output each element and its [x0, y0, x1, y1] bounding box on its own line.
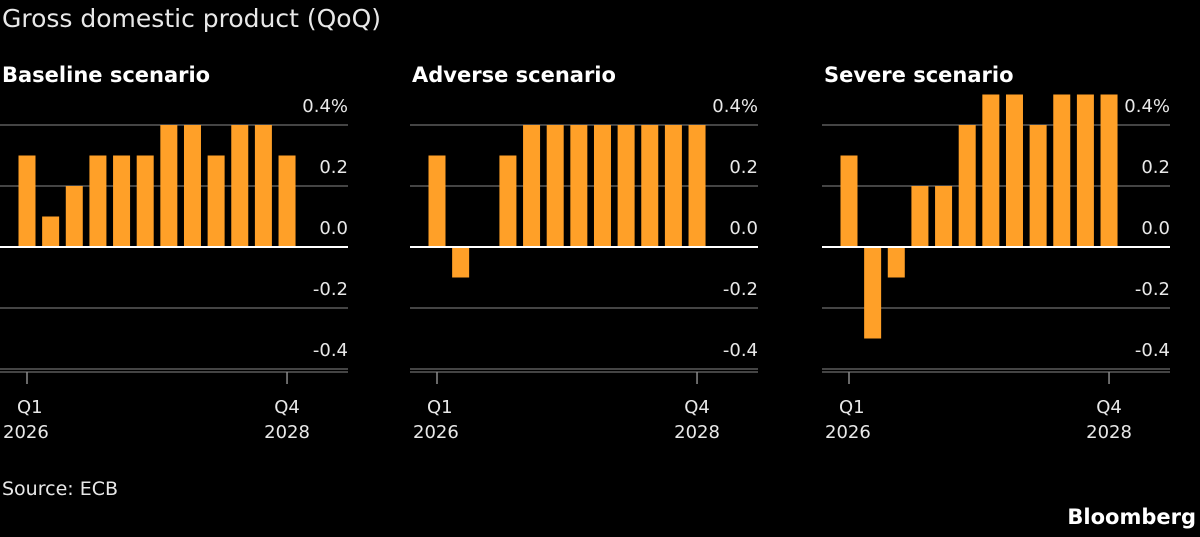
bar	[911, 186, 929, 247]
bar	[1053, 94, 1071, 247]
x-tick-label: Q1	[839, 397, 865, 418]
bar	[278, 155, 296, 247]
x-tick-label: Q1	[427, 397, 453, 418]
bar	[499, 155, 517, 247]
bar	[688, 125, 706, 247]
bar	[546, 125, 564, 247]
bar	[136, 155, 154, 247]
bar	[840, 155, 858, 247]
x-tick-label: Q4	[1096, 397, 1122, 418]
y-tick-label: 0.2	[729, 157, 758, 178]
bar	[958, 125, 976, 247]
bloomberg-logo: Bloomberg	[1067, 505, 1196, 529]
y-tick-label: -0.4	[723, 340, 758, 361]
bar	[1076, 94, 1094, 247]
chart-title: Gross domestic product (QoQ)	[2, 4, 382, 33]
y-tick-label: 0.0	[729, 218, 758, 239]
bar	[1029, 125, 1047, 247]
bar	[982, 94, 1000, 247]
y-tick-label: -0.4	[313, 340, 348, 361]
bar	[18, 155, 36, 247]
x-tick-label: 2028	[264, 422, 310, 443]
x-tick-label: 2028	[674, 422, 720, 443]
bar	[42, 216, 60, 247]
bar	[231, 125, 249, 247]
bar	[523, 125, 541, 247]
x-tick-label: 2028	[1086, 422, 1132, 443]
x-tick-label: Q4	[274, 397, 300, 418]
y-tick-label: -0.2	[313, 279, 348, 300]
bar	[183, 125, 201, 247]
panel-title: Severe scenario	[824, 63, 1014, 87]
x-tick-label: 2026	[413, 422, 459, 443]
bar	[570, 125, 588, 247]
bar	[113, 155, 131, 247]
x-tick-label: Q1	[17, 397, 43, 418]
source-note: Source: ECB	[2, 478, 119, 500]
y-tick-label: 0.4%	[1124, 96, 1170, 117]
y-tick-label: 0.0	[319, 218, 348, 239]
panel-title: Adverse scenario	[412, 63, 616, 87]
bar	[864, 247, 882, 339]
bar	[452, 247, 470, 278]
bar	[1100, 94, 1118, 247]
y-tick-label: 0.0	[1141, 218, 1170, 239]
y-tick-label: -0.4	[1135, 340, 1170, 361]
bar	[935, 186, 953, 247]
y-tick-label: -0.2	[723, 279, 758, 300]
panel-title: Baseline scenario	[2, 63, 210, 87]
y-tick-label: 0.2	[1141, 157, 1170, 178]
bar	[641, 125, 659, 247]
bar	[593, 125, 611, 247]
x-tick-label: 2026	[3, 422, 49, 443]
bar	[887, 247, 905, 278]
x-tick-label: 2026	[825, 422, 871, 443]
bar	[664, 125, 682, 247]
bar	[65, 186, 83, 247]
bar	[1005, 94, 1023, 247]
y-tick-label: 0.4%	[712, 96, 758, 117]
x-tick-label: Q4	[684, 397, 710, 418]
bar	[207, 155, 225, 247]
bar	[89, 155, 107, 247]
y-tick-label: 0.4%	[302, 96, 348, 117]
y-tick-label: 0.2	[319, 157, 348, 178]
bar	[254, 125, 272, 247]
bar	[617, 125, 635, 247]
bar	[160, 125, 178, 247]
bar	[428, 155, 446, 247]
y-tick-label: -0.2	[1135, 279, 1170, 300]
